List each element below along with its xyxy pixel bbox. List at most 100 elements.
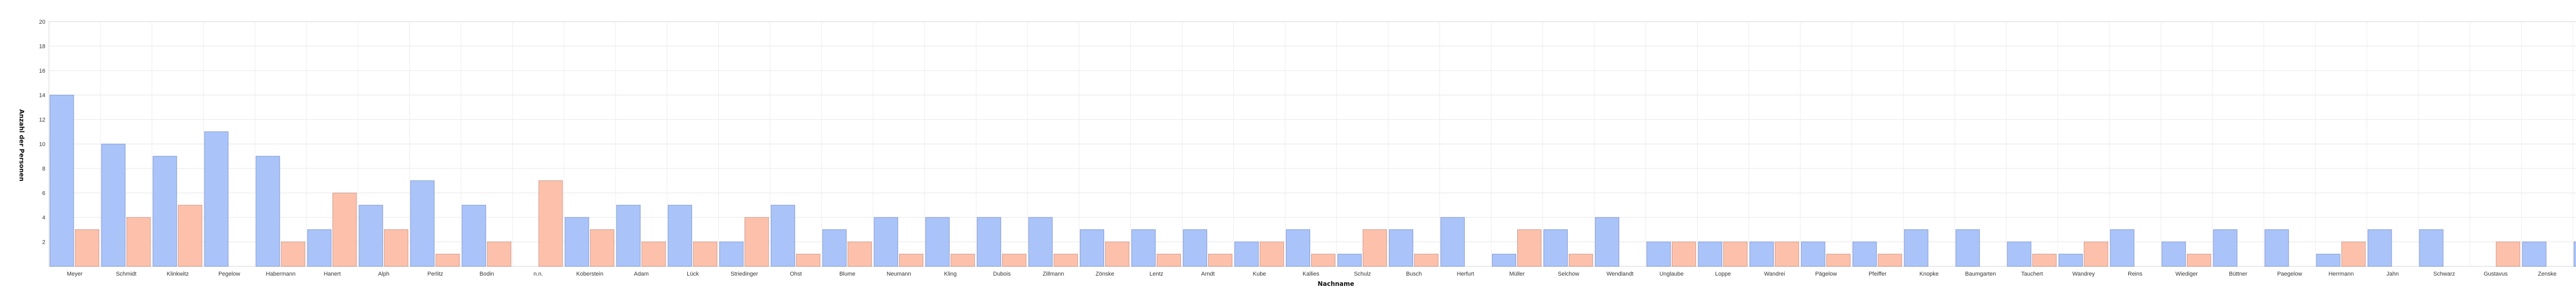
- x-tick-label: Wandrey: [2072, 271, 2095, 277]
- bar-Wandrei-series-2: [1774, 242, 1799, 267]
- bar-Schmidt-series-2: [126, 217, 151, 267]
- bar-Schulz-series-2: [1362, 229, 1387, 267]
- bar-Kallies-series-1: [1286, 229, 1311, 267]
- x-tick-label: Ohst: [790, 271, 802, 277]
- x-tick-label: Perlitz: [428, 271, 444, 277]
- x-tick-label: Kallies: [1302, 271, 1319, 277]
- bar-Hanert-series-1: [307, 229, 332, 267]
- bar-Herrmann-series-1: [2316, 253, 2341, 267]
- grid: [48, 21, 2576, 267]
- x-tick-label: Zillmann: [1043, 271, 1064, 277]
- x-tick-label: Gustavus: [2484, 271, 2508, 277]
- x-tick-label: Schulz: [1354, 271, 1371, 277]
- bar-Lück-series-2: [693, 242, 718, 267]
- bar-Arndt-series-1: [1183, 229, 1208, 267]
- bar-Alph-series-2: [384, 229, 409, 267]
- bar-Wiediger-series-2: [2187, 253, 2211, 267]
- x-tick-label: Pegelow: [218, 271, 240, 277]
- bar-Pfeiffer-series-1: [1852, 242, 1877, 267]
- bar-Dubois-series-1: [977, 217, 1002, 267]
- bar-Selchow-series-1: [1543, 229, 1568, 267]
- bar-Ohst-series-1: [771, 205, 795, 267]
- bar-Zönske-series-1: [1080, 229, 1105, 267]
- bar-Müller-series-2: [1517, 229, 1541, 267]
- x-tick-label: Schwarz: [2433, 271, 2455, 277]
- x-tick-label: Wendlandt: [1606, 271, 1633, 277]
- x-tick-label: Neumann: [887, 271, 911, 277]
- bar-Wandrey-series-1: [2058, 253, 2083, 267]
- bar-Hanert-series-2: [332, 193, 357, 267]
- bar-Zillmann-series-1: [1028, 217, 1053, 267]
- y-tick-label: 16: [39, 68, 45, 74]
- bar-Blume-series-2: [848, 242, 872, 267]
- bar-Habermann-series-1: [256, 156, 280, 267]
- bar-Pägelow-series-1: [1801, 242, 1825, 267]
- bar-Kube-series-2: [1260, 242, 1284, 267]
- y-tick-label: 8: [42, 166, 45, 172]
- bar-Arndt-series-2: [1208, 253, 1233, 267]
- x-tick-label: Zönske: [1096, 271, 1114, 277]
- x-tick-label: Hanert: [324, 271, 341, 277]
- bar-Lück-series-1: [668, 205, 692, 267]
- bar-Jahn-series-1: [2367, 229, 2392, 267]
- bar-Kling-series-1: [925, 217, 950, 267]
- x-tick-label: Lentz: [1149, 271, 1163, 277]
- x-tick-label: n.n.: [534, 271, 543, 277]
- bar-Pegelow-series-1: [204, 131, 229, 267]
- x-tick-label: Klinkwitz: [167, 271, 189, 277]
- x-tick-label: Habermann: [266, 271, 295, 277]
- bar-Kallies-series-2: [1311, 253, 1336, 267]
- bar-Schwarz-series-1: [2419, 229, 2444, 267]
- bar-Selchow-series-2: [1568, 253, 1593, 267]
- bar-Blume-series-1: [822, 229, 847, 267]
- y-tick-label: 2: [42, 240, 45, 246]
- x-tick-label: Kling: [944, 271, 956, 277]
- bar-Herfurt-series-1: [1440, 217, 1465, 267]
- plot-border: [48, 21, 2576, 267]
- x-axis-ticks: Meyer Schmidt Klinkwitz Pegelow Habermann Han…: [67, 271, 2556, 277]
- x-tick-label: Herfurt: [1457, 271, 1475, 277]
- x-tick-label: Bodin: [480, 271, 494, 277]
- x-tick-label: Loppe: [1715, 271, 1731, 277]
- bar-Striedinger-series-2: [744, 217, 769, 267]
- x-tick-label: Adam: [634, 271, 649, 277]
- bar-Perlitz-series-1: [410, 180, 435, 267]
- bar-Baumgarten-series-1: [1955, 229, 1980, 267]
- bar-Lentz-series-1: [1131, 229, 1156, 267]
- y-axis-title: Anzahl der Personen: [18, 109, 25, 181]
- bars: [49, 95, 2576, 267]
- bar-Knopke-series-1: [1904, 229, 1928, 267]
- bar-Kling-series-2: [951, 253, 975, 267]
- x-tick-label: Blume: [839, 271, 855, 277]
- x-tick-label: Wandrei: [1764, 271, 1785, 277]
- x-tick-label: Reins: [2128, 271, 2143, 277]
- bar-Kube-series-1: [1234, 242, 1259, 267]
- bar-Unglaube-series-1: [1646, 242, 1671, 267]
- bar-Adam-series-2: [641, 242, 666, 267]
- y-tick-label: 10: [39, 142, 45, 148]
- y-tick-label: 20: [39, 19, 45, 25]
- x-tick-label: Tauchert: [2021, 271, 2043, 277]
- y-tick-label: 12: [39, 117, 45, 123]
- x-tick-label: Alph: [378, 271, 389, 277]
- bar-Gustavus-series-2: [2496, 242, 2520, 267]
- bar-Meyer-series-2: [75, 229, 99, 267]
- bar-Dubois-series-2: [1002, 253, 1027, 267]
- bar-Zenske-series-1: [2522, 242, 2547, 267]
- bar-Müller-series-1: [1492, 253, 1516, 267]
- bar-Alph-series-1: [359, 205, 383, 267]
- y-tick-label: 4: [42, 215, 45, 221]
- bar-Büttner-series-1: [2213, 229, 2238, 267]
- x-tick-label: Jahn: [2386, 271, 2399, 277]
- x-tick-label: Busch: [1406, 271, 1422, 277]
- bar-Reins-series-1: [2110, 229, 2134, 267]
- x-tick-label: Herrmann: [2329, 271, 2354, 277]
- bar-Meyer-series-1: [49, 95, 74, 267]
- y-tick-label: 14: [39, 93, 45, 99]
- x-tick-label: Koberstein: [576, 271, 603, 277]
- bar-Unglaube-series-2: [1671, 242, 1696, 267]
- bar-Tauchert-series-1: [2007, 242, 2031, 267]
- x-tick-label: Müller: [1509, 271, 1524, 277]
- bar-Wendlandt-series-1: [1595, 217, 1619, 267]
